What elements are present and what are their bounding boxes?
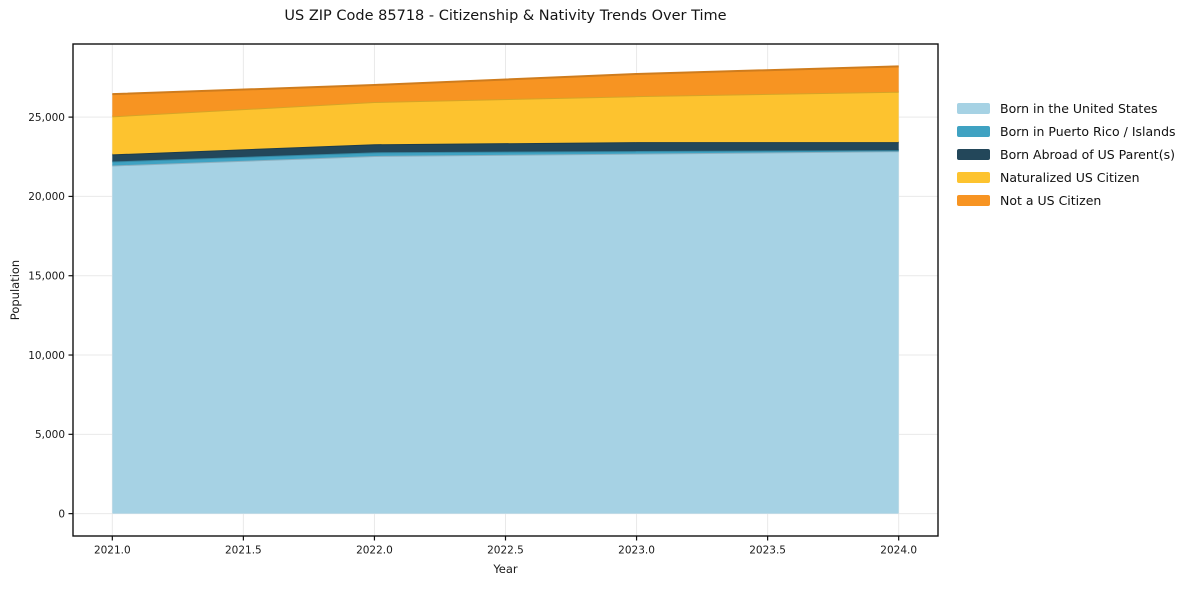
legend-label: Born in the United States [1000, 101, 1158, 116]
area-edge-not-a-us-citizen [112, 65, 899, 96]
legend-item: Not a US Citizen [957, 193, 1176, 208]
y-axis-label: Population [8, 259, 22, 321]
legend-label: Born Abroad of US Parent(s) [1000, 147, 1175, 162]
legend-item: Naturalized US Citizen [957, 170, 1176, 185]
chart-title: US ZIP Code 85718 - Citizenship & Nativi… [284, 8, 727, 24]
legend-swatch [957, 103, 990, 114]
legend-label: Born in Puerto Rico / Islands [1000, 124, 1176, 139]
y-tick-label: 15,000 [28, 271, 65, 283]
x-tick-label: 2021.0 [94, 545, 131, 557]
x-tick-label: 2023.5 [749, 545, 786, 557]
y-tick-label: 10,000 [28, 350, 65, 362]
x-tick-label: 2022.0 [356, 545, 393, 557]
legend-label: Naturalized US Citizen [1000, 170, 1140, 185]
x-tick-label: 2024.0 [880, 545, 917, 557]
legend-item: Born in Puerto Rico / Islands [957, 124, 1176, 139]
area-born-in-puerto-rico-islands [112, 150, 899, 166]
legend: Born in the United States Born in Puerto… [957, 101, 1176, 208]
y-tick-label: 20,000 [28, 191, 65, 203]
legend-item: Born Abroad of US Parent(s) [957, 147, 1176, 162]
area-not-a-us-citizen [112, 66, 899, 117]
y-tick-label: 25,000 [28, 112, 65, 124]
legend-label: Not a US Citizen [1000, 193, 1102, 208]
area-naturalized-us-citizen [112, 91, 899, 155]
x-tick-label: 2023.0 [618, 545, 655, 557]
x-tick-label: 2021.5 [225, 545, 262, 557]
x-tick-label: 2022.5 [487, 545, 524, 557]
legend-swatch [957, 126, 990, 137]
legend-swatch [957, 195, 990, 206]
y-tick-label: 0 [58, 508, 65, 520]
area-born-in-the-united-states [112, 151, 899, 514]
legend-item: Born in the United States [957, 101, 1176, 116]
legend-swatch [957, 172, 990, 183]
y-tick-label: 5,000 [35, 429, 65, 441]
x-axis-label: Year [493, 562, 518, 576]
legend-swatch [957, 149, 990, 160]
